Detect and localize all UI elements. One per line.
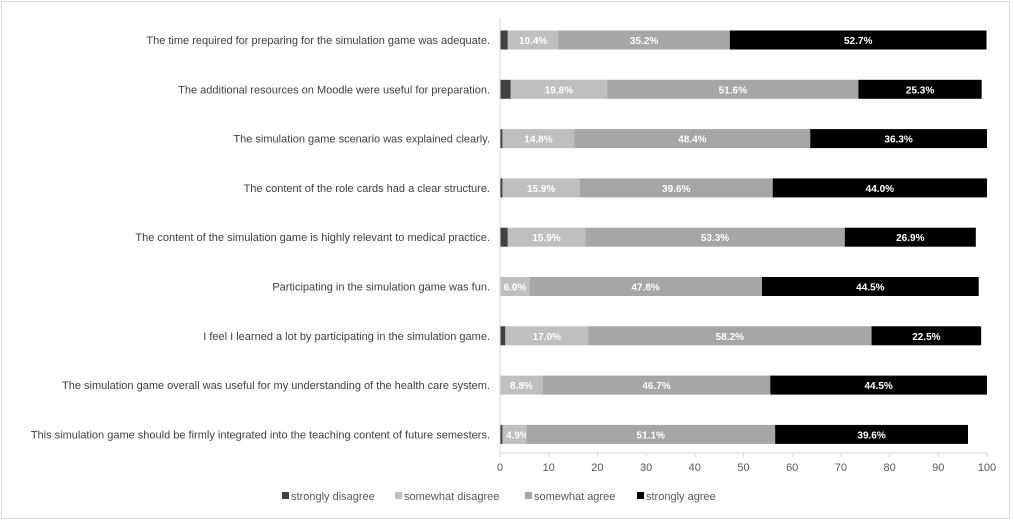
x-axis: 0 10 20 30 40 50 60 70 80 90 100: [497, 18, 996, 474]
bars-layer: 10.4% 35.2% 52.7% 19.8% 51.6% 25.3% 14.8% 48.4%…: [500, 30, 988, 444]
bar-segment: [510, 79, 608, 99]
legend-swatch: [395, 492, 402, 499]
data-label: 52.7%: [844, 36, 872, 47]
data-label: 15.9%: [527, 184, 555, 195]
data-label: 39.6%: [662, 184, 690, 195]
bar-segment: [507, 30, 559, 50]
bar-segment: [500, 277, 530, 296]
x-tick-label: 90: [932, 462, 944, 474]
legend: strongly disagree somewhat disagree somewh…: [282, 491, 716, 503]
category-label: This simulation game should be firmly in…: [31, 429, 490, 441]
bar-segment: [502, 178, 580, 198]
data-label: 25.3%: [906, 85, 934, 96]
bar-segment: [500, 178, 503, 198]
bar-segment: [729, 30, 987, 50]
data-label: 53.3%: [701, 233, 729, 244]
category-label: The additional resources on Moodle were …: [178, 84, 490, 96]
data-label: 14.8%: [524, 135, 552, 146]
x-tick-label: 50: [737, 462, 749, 474]
data-label: 46.7%: [642, 381, 670, 392]
bar-segment: [500, 129, 503, 149]
bar-segment: [502, 129, 575, 149]
legend-label: somewhat agree: [534, 491, 615, 503]
category-label: The simulation game overall was useful f…: [62, 380, 490, 392]
category-label: The time required for preparing for the …: [146, 35, 490, 47]
data-label: 58.2%: [716, 332, 744, 343]
bar-segment: [505, 326, 589, 346]
legend-swatch: [637, 492, 644, 499]
x-tick-label: 0: [497, 462, 503, 474]
bar-segment: [502, 424, 527, 444]
bar-segment: [500, 424, 503, 444]
data-label: 4.9%: [506, 430, 529, 441]
bar-segment: [558, 30, 730, 50]
x-tick-label: 30: [640, 462, 652, 474]
bar-segment: [844, 227, 976, 247]
data-label: 44.5%: [864, 381, 892, 392]
data-label: 51.1%: [637, 430, 665, 441]
bar-segment: [500, 227, 508, 247]
bar-segment: [588, 326, 872, 346]
data-label: 48.4%: [678, 135, 706, 146]
bar-segment: [500, 375, 543, 395]
legend-label: somewhat disagree: [404, 491, 499, 503]
bar-segment: [775, 424, 968, 444]
data-label: 8.8%: [510, 381, 533, 392]
data-label: 6.0%: [504, 283, 527, 294]
data-label: 26.9%: [896, 233, 924, 244]
bar-segment: [542, 375, 771, 395]
bar-segment: [762, 277, 979, 296]
x-tick-label: 80: [883, 462, 895, 474]
legend-label: strongly disagree: [291, 491, 375, 503]
x-tick-label: 10: [543, 462, 555, 474]
bar-segment: [507, 227, 586, 247]
legend-swatch: [525, 492, 532, 499]
bar-segment: [579, 178, 773, 198]
bar-segment: [526, 424, 776, 444]
data-label: 36.3%: [884, 135, 912, 146]
bar-segment: [500, 79, 511, 99]
data-label: 19.8%: [545, 85, 573, 96]
data-label: 44.5%: [856, 283, 884, 294]
x-tick-label: 100: [978, 462, 996, 474]
category-labels: The time required for preparing for the …: [31, 35, 490, 441]
bar-segment: [770, 375, 988, 395]
x-tick-label: 60: [786, 462, 798, 474]
bar-segment: [500, 30, 508, 50]
bar-segment: [500, 326, 506, 346]
bar-segment: [574, 129, 811, 149]
bar-segment: [858, 79, 982, 99]
category-label: The content of the role cards had a clea…: [244, 183, 490, 195]
x-tick-label: 40: [689, 462, 701, 474]
bar-segment: [810, 129, 987, 149]
bar-segment: [772, 178, 987, 198]
bar-segment: [529, 277, 763, 296]
category-label: I feel I learned a lot by participating …: [203, 331, 490, 343]
legend-label: strongly agree: [646, 491, 716, 503]
x-tick-label: 70: [835, 462, 847, 474]
data-label: 22.5%: [912, 332, 940, 343]
data-label: 47.8%: [631, 283, 659, 294]
data-label: 44.0%: [866, 184, 894, 195]
category-label: Participating in the simulation game was…: [272, 282, 490, 294]
bar-segment: [871, 326, 982, 346]
x-tick-label: 20: [591, 462, 603, 474]
data-label: 10.4%: [519, 36, 547, 47]
legend-swatch: [282, 492, 289, 499]
bar-segment: [607, 79, 859, 99]
bar-segment: [585, 227, 845, 247]
category-label: The simulation game scenario was explain…: [233, 134, 490, 146]
data-label: 35.2%: [630, 36, 658, 47]
data-label: 17.0%: [533, 332, 561, 343]
data-label: 15.9%: [532, 233, 560, 244]
data-label: 39.6%: [857, 430, 885, 441]
data-label: 51.6%: [719, 85, 747, 96]
category-label: The content of the simulation game is hi…: [135, 232, 490, 244]
